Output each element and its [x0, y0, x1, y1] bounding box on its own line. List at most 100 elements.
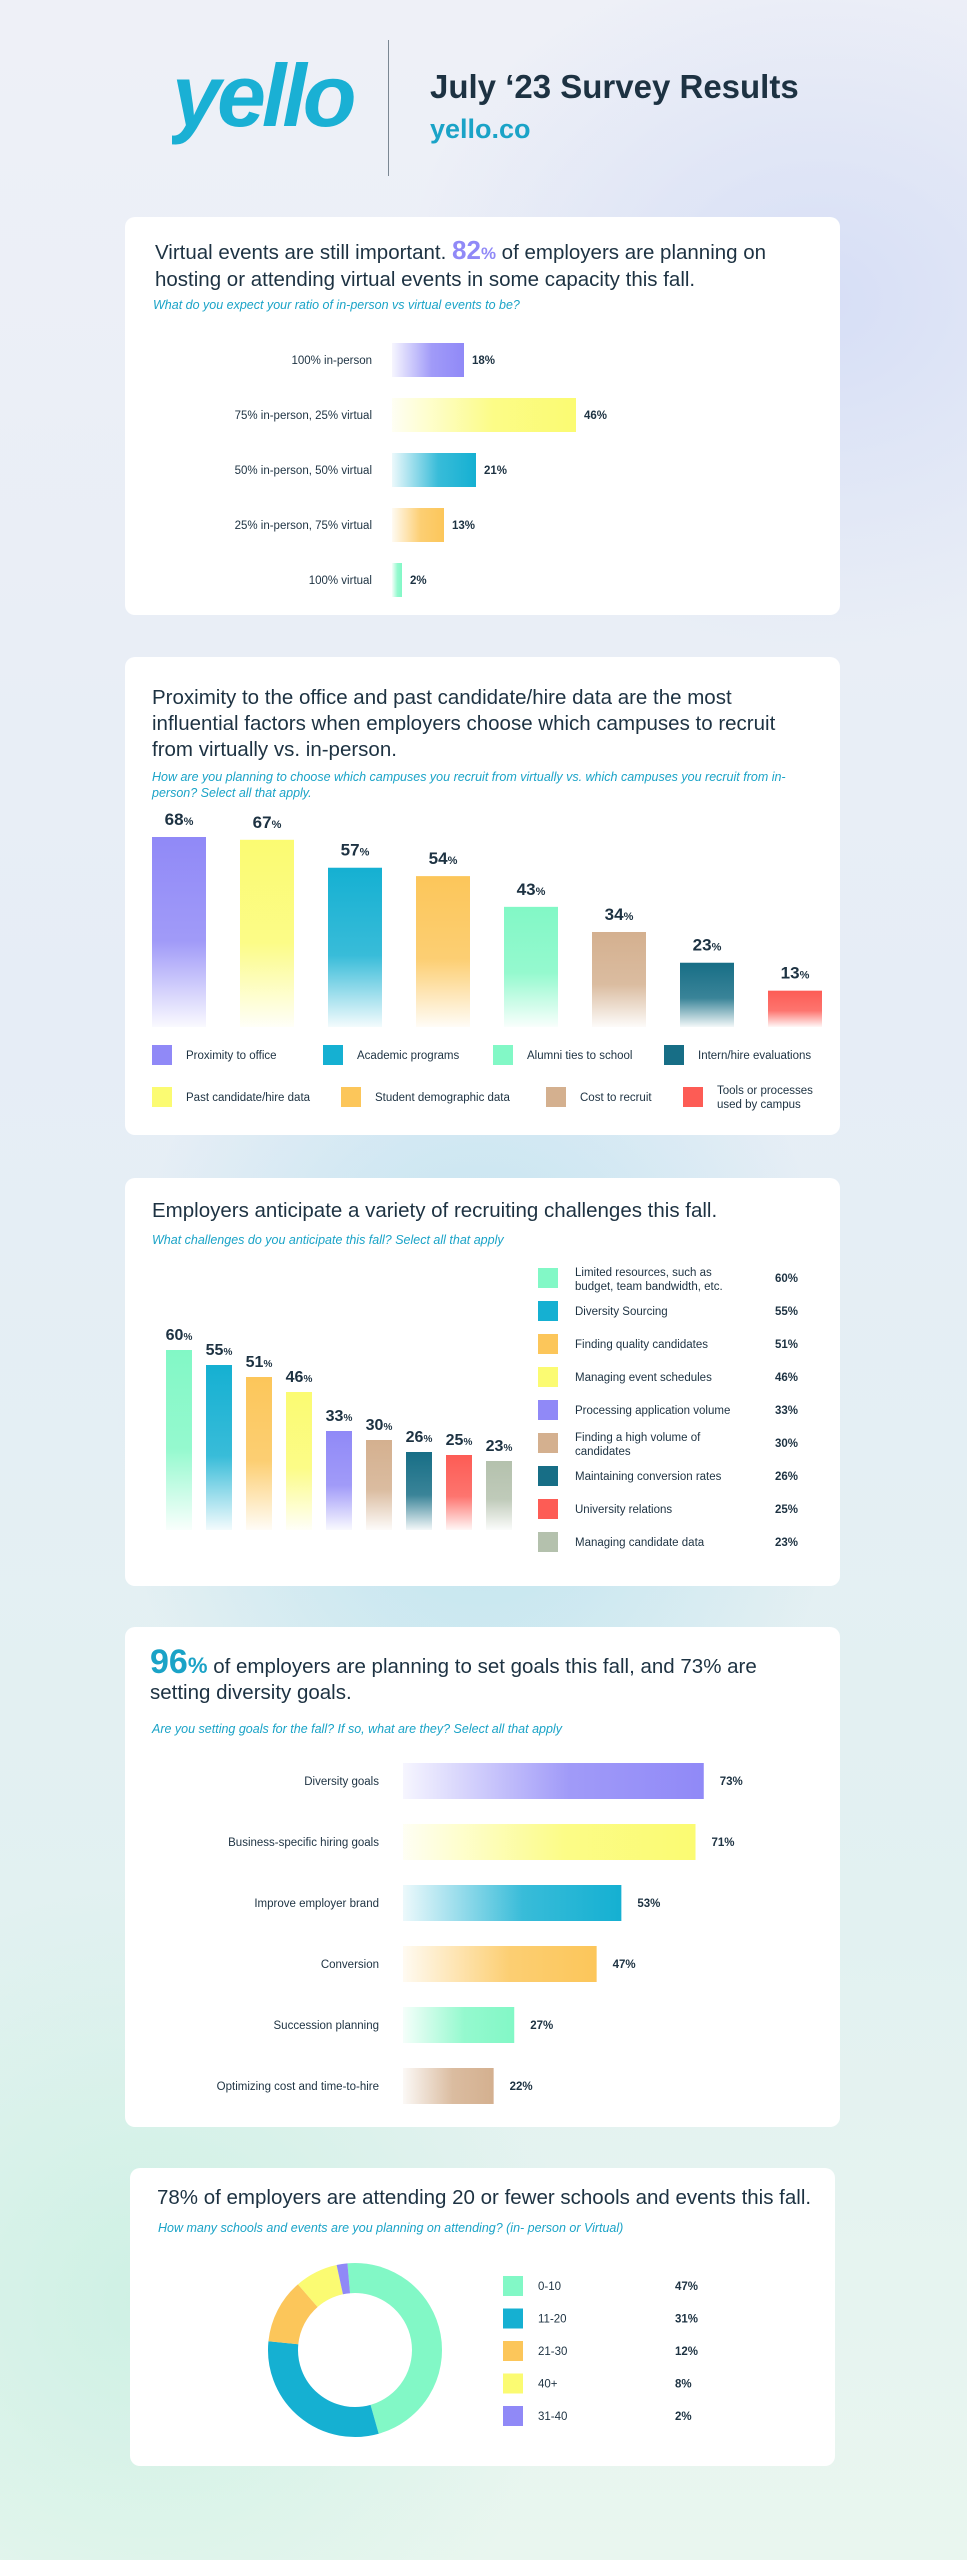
category-label-business-specific-hiring-goals: Business-specific hiring goals	[228, 1837, 379, 1849]
headline-virtual-events: Virtual events are still important. 82% …	[155, 237, 795, 293]
question-goals: Are you setting goals for the fall? If s…	[152, 1722, 562, 1736]
value-number-intern-hire-evaluations: 23	[693, 936, 712, 955]
category-label-optimizing-cost-and-time-to-hire: Optimizing cost and time-to-hire	[217, 2081, 379, 2093]
site-link[interactable]: yello.co	[430, 114, 531, 144]
value-label-finding-a-high-volume-of-candidates: 30%	[366, 1417, 393, 1434]
value-number-limited-resources-such-as-budget-team-bandwidth-etc: 60	[166, 1327, 184, 1344]
value-unit-finding-a-high-volume-of-candidates: %	[383, 1422, 392, 1433]
legend-swatch-tools-or-processes-used-by-campus	[683, 1087, 703, 1107]
logo-text: yello	[172, 46, 354, 145]
donut-slice-11-20	[268, 2341, 379, 2437]
bar-business-specific-hiring-goals	[403, 1824, 696, 1860]
page-header: yello July ‘23 Survey Results yello.co	[0, 30, 967, 180]
legend-label-managing-event-schedules: Managing event schedules	[575, 1372, 712, 1384]
bar-succession-planning	[403, 2007, 515, 2043]
header-divider	[388, 40, 389, 176]
value-label-cost-to-recruit: 34%	[605, 905, 634, 924]
donut-slice-21-30	[268, 2284, 319, 2345]
value-number-maintaining-conversion-rates: 26	[406, 1429, 424, 1446]
legend-swatch-managing-event-schedules	[538, 1367, 558, 1387]
legend-label-proximity-to-office: Proximity to office	[186, 1050, 277, 1062]
bar-maintaining-conversion-rates	[406, 1452, 432, 1530]
value-label-finding-quality-candidates: 51%	[246, 1354, 273, 1371]
chart-schools-events: 0-10 47% 11-20 31% 21-30 12% 40+ 8% 31-40 2%	[268, 2263, 698, 2437]
bar-alumni-ties-to-school	[504, 906, 558, 1027]
legend-swatch-40	[503, 2373, 523, 2394]
legend-value-university-relations: 25%	[775, 1504, 798, 1516]
category-label-100-virtual: 100% virtual	[309, 575, 372, 587]
value-label-maintaining-conversion-rates: 26%	[406, 1429, 433, 1446]
bar-managing-event-schedules	[286, 1392, 312, 1530]
value-unit-managing-candidate-data: %	[503, 1443, 512, 1454]
legend-label-maintaining-conversion-rates: Maintaining conversion rates	[575, 1471, 722, 1483]
legend-swatch-academic-programs	[323, 1045, 343, 1065]
legend-value-31-40: 2%	[675, 2411, 692, 2423]
donut-slice-0-10	[347, 2263, 442, 2434]
value-number-student-demographic-data: 54	[429, 849, 448, 868]
yello-logo: yello	[172, 46, 358, 145]
legend-value-finding-a-high-volume-of-candidates: 30%	[775, 1438, 798, 1450]
legend-swatch-student-demographic-data	[341, 1087, 361, 1107]
category-label-improve-employer-brand: Improve employer brand	[254, 1898, 379, 1910]
value-label-tools-or-processes-used-by-campus: 13%	[781, 964, 810, 983]
legend-swatch-0-10	[503, 2276, 523, 2296]
value-label-past-candidate-hire-data: 67%	[253, 813, 282, 832]
legend-swatch-university-relations	[538, 1499, 558, 1519]
legend-value-limited-resources-such-as-budget-team-bandwidth-etc: 60%	[775, 1273, 798, 1285]
chart-goals: Diversity goals 73% Business-specific hiri…	[217, 1763, 743, 2104]
bar-limited-resources-such-as-budget-team-bandwidth-etc	[166, 1350, 192, 1530]
bar-conversion	[403, 1946, 597, 1982]
stat-82: 82%	[452, 235, 496, 265]
value-number-alumni-ties-to-school: 43	[517, 880, 536, 899]
value-unit-academic-programs: %	[360, 847, 370, 859]
category-label-succession-planning: Succession planning	[274, 2020, 380, 2032]
legend-label-0-10: 0-10	[538, 2281, 561, 2293]
value-number-diversity-sourcing: 55	[206, 1342, 224, 1359]
legend-swatch-limited-resources-such-as-budget-team-bandwidth-etc	[538, 1268, 558, 1288]
legend-swatch-processing-application-volume	[538, 1400, 558, 1420]
legend-swatch-diversity-sourcing	[538, 1301, 558, 1321]
value-unit-proximity-to-office: %	[184, 816, 194, 828]
value-unit-student-demographic-data: %	[448, 855, 458, 867]
bar-improve-employer-brand	[403, 1885, 622, 1921]
value-label-conversion: 47%	[613, 1959, 636, 1971]
category-label-25-in-person-75-virtual: 25% in-person, 75% virtual	[235, 520, 372, 532]
value-label-diversity-goals: 73%	[720, 1776, 743, 1788]
value-label-75-in-person-25-virtual: 46%	[584, 410, 607, 422]
legend-label-past-candidate-hire-data: Past candidate/hire data	[186, 1092, 311, 1104]
category-label-conversion: Conversion	[321, 1959, 379, 1971]
headline-schools-events: 78% of employers are attending 20 or few…	[157, 2186, 812, 2209]
bar-diversity-goals	[403, 1763, 704, 1799]
value-number-cost-to-recruit: 34	[605, 905, 624, 924]
value-label-diversity-sourcing: 55%	[206, 1342, 233, 1359]
chart-recruiting-challenges: 60%55%51%46%33% 30%26% 25% 23%Limited resou…	[166, 1267, 798, 1552]
legend-label-limited-resources-such-as-budget-team-bandwidth-etc: Limited resources, such as	[575, 1267, 712, 1279]
value-label-academic-programs: 57%	[341, 841, 370, 860]
legend-label-cost-to-recruit: Cost to recruit	[580, 1092, 652, 1104]
value-label-business-specific-hiring-goals: 71%	[712, 1837, 735, 1849]
headline-lead: Virtual events are still important.	[155, 241, 447, 264]
legend-label-tools-or-processes-used-by-campus-line2: used by campus	[717, 1099, 801, 1111]
stat-82-value: 82	[452, 235, 481, 265]
card-campus-factors: Proximity to the office and past candida…	[125, 657, 840, 1135]
stat-96: 96%	[150, 1643, 207, 1681]
value-number-finding-a-high-volume-of-candidates: 30	[366, 1417, 384, 1434]
value-label-succession-planning: 27%	[530, 2020, 553, 2032]
bar-100-in-person	[392, 343, 464, 377]
legend-swatch-21-30	[503, 2341, 523, 2361]
bar-past-candidate-hire-data	[240, 839, 294, 1027]
legend-swatch-finding-quality-candidates	[538, 1334, 558, 1354]
bar-managing-candidate-data	[486, 1461, 512, 1530]
legend-label-40: 40+	[538, 2379, 558, 2391]
legend-label-processing-application-volume: Processing application volume	[575, 1405, 730, 1417]
value-label-proximity-to-office: 68%	[165, 810, 194, 829]
legend-value-0-10: 47%	[675, 2281, 698, 2293]
legend-label-tools-or-processes-used-by-campus: Tools or processes	[717, 1085, 813, 1097]
value-label-25-in-person-75-virtual: 13%	[452, 520, 475, 532]
value-label-managing-candidate-data: 23%	[486, 1438, 513, 1455]
legend-label-11-20: 11-20	[538, 2314, 567, 2326]
bar-finding-a-high-volume-of-candidates	[366, 1440, 392, 1530]
stat-96-unit: %	[187, 1653, 208, 1678]
value-unit-intern-hire-evaluations: %	[712, 942, 722, 954]
value-unit-past-candidate-hire-data: %	[272, 819, 282, 831]
